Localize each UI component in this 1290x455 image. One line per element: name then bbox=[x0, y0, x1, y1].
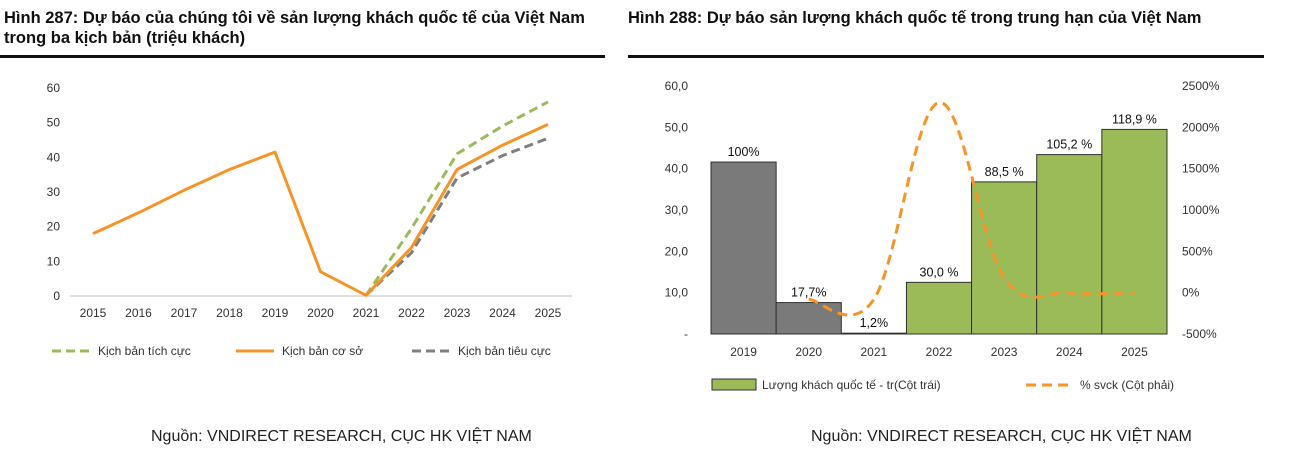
x-tick-label: 2024 bbox=[1056, 345, 1083, 359]
x-tick-label: 2019 bbox=[262, 306, 289, 320]
legend-label: Lượng khách quốc tế - tr(Cột trái) bbox=[762, 378, 941, 392]
y-right-tick-label: -500% bbox=[1182, 327, 1217, 341]
x-tick-label: 2025 bbox=[535, 306, 562, 320]
x-tick-label: 2021 bbox=[353, 306, 380, 320]
bar-2019 bbox=[710, 161, 777, 335]
y-tick-label: 40 bbox=[47, 150, 61, 164]
legend-swatch-bars bbox=[711, 378, 757, 391]
legend-label: Kịch bản cơ sở bbox=[282, 344, 363, 358]
legend-label: Kịch bản tích cực bbox=[98, 344, 191, 358]
left-title-rule bbox=[0, 55, 605, 58]
bar-data-label: 105,2 % bbox=[1046, 138, 1092, 152]
y-right-tick-label: 0% bbox=[1182, 286, 1200, 300]
arrivals-bar-chart: - 10,0 20,0 30,0 40,0 50,0 60,0 -500% 0% 500% 1000… bbox=[665, 79, 1220, 392]
bar-data-label: 88,5 % bbox=[985, 165, 1024, 179]
left-figure: Hình 287: Dự báo của chúng tôi về sản lư… bbox=[0, 0, 605, 455]
bar-data-label: 17,7% bbox=[791, 286, 826, 300]
x-tick-label: 2024 bbox=[489, 306, 516, 320]
y-right-tick-label: 500% bbox=[1182, 244, 1213, 258]
series-line-positive bbox=[364, 100, 549, 297]
left-source-note: Nguồn: VNDIRECT RESEARCH, CỤC HK VIỆT NA… bbox=[151, 428, 532, 445]
right-source-note: Nguồn: VNDIRECT RESEARCH, CỤC HK VIỆT NA… bbox=[811, 428, 1192, 445]
y-left-tick-label: 50,0 bbox=[665, 120, 689, 134]
y-tick-label: 60 bbox=[47, 81, 61, 95]
x-tick-label: 2015 bbox=[80, 306, 107, 320]
y-left-tick-label: 60,0 bbox=[665, 79, 689, 93]
bar-2025 bbox=[1101, 128, 1168, 335]
x-tick-label: 2019 bbox=[730, 345, 757, 359]
series-line-base bbox=[92, 123, 549, 297]
x-tick-label: 2018 bbox=[216, 306, 243, 320]
bar-data-label: 118,9 % bbox=[1112, 112, 1157, 126]
right-figure-title: Hình 288: Dự báo sản lượng khách quốc tế… bbox=[628, 9, 1202, 27]
y-right-tick-label: 2500% bbox=[1182, 79, 1220, 93]
bar-2022 bbox=[905, 281, 973, 335]
y-tick-label: 0 bbox=[53, 289, 60, 303]
legend-label: Kịch bản tiêu cực bbox=[458, 344, 551, 358]
x-tick-label: 2016 bbox=[125, 306, 152, 320]
bar-data-label: 30,0 % bbox=[920, 265, 959, 279]
x-tick-label: 2022 bbox=[926, 345, 953, 359]
bar-2023 bbox=[971, 181, 1038, 335]
y-left-tick-label: 30,0 bbox=[665, 203, 689, 217]
left-figure-title: Hình 287: Dự báo của chúng tôi về sản lư… bbox=[4, 9, 585, 47]
x-tick-label: 2023 bbox=[444, 306, 471, 320]
x-tick-label: 2020 bbox=[307, 306, 334, 320]
bar-2020 bbox=[775, 302, 842, 335]
y-left-tick-label: 20,0 bbox=[665, 244, 689, 258]
y-left-tick-label: - bbox=[684, 327, 688, 341]
x-tick-label: 2022 bbox=[398, 306, 425, 320]
y-tick-label: 50 bbox=[47, 116, 61, 130]
y-left-tick-label: 10,0 bbox=[665, 286, 689, 300]
x-tick-label: 2025 bbox=[1121, 345, 1148, 359]
yoy-change-line bbox=[808, 101, 1135, 317]
y-right-tick-label: 1000% bbox=[1182, 203, 1220, 217]
y-tick-label: 20 bbox=[47, 220, 61, 234]
scenario-line-chart: 0 10 20 30 40 50 60 2015 2016 2017 2018 2019 2020 202… bbox=[47, 81, 572, 358]
bar-data-label: 100% bbox=[728, 145, 760, 159]
legend-label: % svck (Cột phải) bbox=[1080, 378, 1174, 392]
bar-data-label: 1,2% bbox=[860, 316, 889, 330]
series-line-negative bbox=[364, 136, 549, 297]
x-tick-label: 2017 bbox=[171, 306, 198, 320]
x-tick-label: 2020 bbox=[795, 345, 822, 359]
right-title-rule bbox=[628, 55, 1264, 58]
y-tick-label: 30 bbox=[47, 185, 61, 199]
x-tick-label: 2021 bbox=[861, 345, 888, 359]
bar-2024 bbox=[1036, 154, 1103, 335]
y-tick-label: 10 bbox=[47, 254, 61, 268]
x-tick-label: 2023 bbox=[991, 345, 1018, 359]
right-figure: Hình 288: Dự báo sản lượng khách quốc tế… bbox=[628, 0, 1268, 455]
y-left-tick-label: 40,0 bbox=[665, 162, 689, 176]
y-right-tick-label: 1500% bbox=[1182, 162, 1220, 176]
y-right-tick-label: 2000% bbox=[1182, 120, 1220, 134]
